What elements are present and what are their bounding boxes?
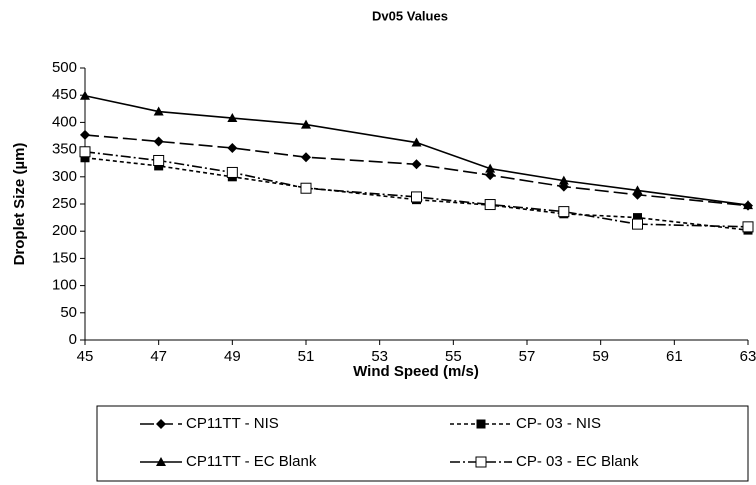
y-tick-label: 150	[52, 249, 77, 266]
marker	[300, 182, 312, 194]
series-line	[84, 94, 749, 206]
y-tick-label: 300	[52, 168, 77, 185]
x-tick-label: 49	[224, 348, 241, 365]
y-tick-label: 450	[52, 86, 77, 103]
marker	[558, 175, 569, 185]
y-tick-label: 0	[69, 331, 77, 348]
x-tick-label: 57	[519, 348, 536, 365]
x-tick-label: 47	[150, 348, 167, 365]
y-tick-label: 400	[52, 113, 77, 130]
series-line	[84, 150, 749, 228]
marker	[227, 142, 238, 153]
x-tick-label: 63	[740, 348, 756, 365]
marker	[743, 200, 753, 210]
legend-label: CP11TT - NIS	[186, 415, 279, 432]
marker	[153, 136, 164, 147]
y-tick-label: 350	[52, 141, 77, 158]
marker	[227, 113, 238, 123]
marker	[475, 456, 487, 468]
marker	[301, 152, 311, 163]
legend-label: CP- 03 - EC Blank	[516, 453, 639, 470]
marker	[633, 213, 642, 223]
marker	[632, 218, 643, 230]
y-tick-label: 500	[52, 59, 77, 76]
marker	[226, 166, 238, 178]
marker	[632, 185, 643, 195]
marker	[411, 137, 422, 147]
marker	[411, 191, 422, 203]
marker	[558, 206, 570, 218]
marker	[485, 163, 496, 173]
marker	[484, 199, 496, 211]
marker	[156, 457, 166, 466]
x-tick-label: 51	[298, 348, 315, 365]
legend-label: CP11TT - EC Blank	[186, 453, 317, 470]
marker	[80, 153, 90, 163]
marker	[301, 119, 311, 129]
x-tick-label: 61	[666, 348, 683, 365]
x-tick-label: 45	[77, 348, 94, 365]
y-tick-label: 250	[52, 195, 77, 212]
chart-title: Dv05 Values	[372, 8, 448, 23]
y-tick-label: 100	[52, 277, 77, 294]
legend-box	[96, 405, 749, 482]
y-axis-label: Droplet Size (µm)	[11, 143, 28, 266]
marker	[153, 106, 164, 116]
series-line	[84, 156, 749, 231]
marker	[80, 90, 90, 100]
x-tick-label: 59	[592, 348, 609, 365]
marker	[80, 129, 90, 140]
x-tick-label: 55	[445, 348, 462, 365]
x-tick-label: 53	[371, 348, 388, 365]
marker	[485, 170, 496, 181]
marker	[476, 419, 486, 429]
x-axis-label: Wind Speed (m/s)	[353, 363, 479, 380]
marker	[156, 419, 166, 429]
marker	[742, 221, 754, 233]
marker	[153, 154, 165, 166]
marker	[411, 159, 422, 170]
legend-label: CP- 03 - NIS	[516, 415, 601, 432]
y-tick-label: 200	[52, 222, 77, 239]
y-tick-label: 50	[60, 304, 77, 321]
marker	[79, 146, 91, 158]
